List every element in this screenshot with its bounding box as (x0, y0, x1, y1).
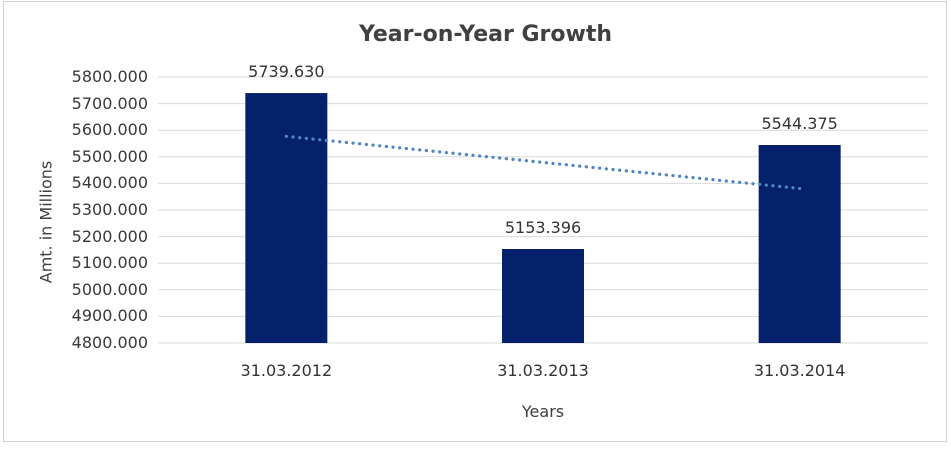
y-tick-label: 5000.000 (71, 279, 148, 299)
y-tick-label: 4800.000 (71, 333, 148, 352)
x-axis-title: Years (521, 402, 565, 421)
y-tick-label: 4900.000 (71, 306, 148, 326)
x-category-label: 31.03.2014 (753, 361, 846, 380)
bar-data-label: 5153.396 (504, 217, 582, 237)
bar (245, 93, 328, 344)
trendline (284, 134, 802, 191)
y-tick-label: 5800.000 (71, 67, 148, 86)
x-category-label: 31.03.2012 (240, 361, 333, 380)
chart-title: Year-on-Year Growth (358, 22, 613, 47)
y-tick-label: 5200.000 (71, 226, 148, 246)
x-category-label: 31.03.2013 (497, 361, 589, 380)
bar (758, 144, 841, 343)
y-tick-label: 5700.000 (71, 93, 148, 113)
y-tick-label: 5500.000 (71, 146, 148, 166)
bar-data-label: 5544.375 (761, 113, 838, 133)
bar (502, 248, 584, 343)
y-tick-label: 5100.000 (71, 253, 148, 273)
y-tick-label: 5400.000 (71, 173, 148, 193)
y-tick-label: 5300.000 (71, 200, 148, 219)
y-tick-label: 5600.000 (71, 120, 148, 140)
bar-data-label: 5739.630 (248, 62, 325, 82)
